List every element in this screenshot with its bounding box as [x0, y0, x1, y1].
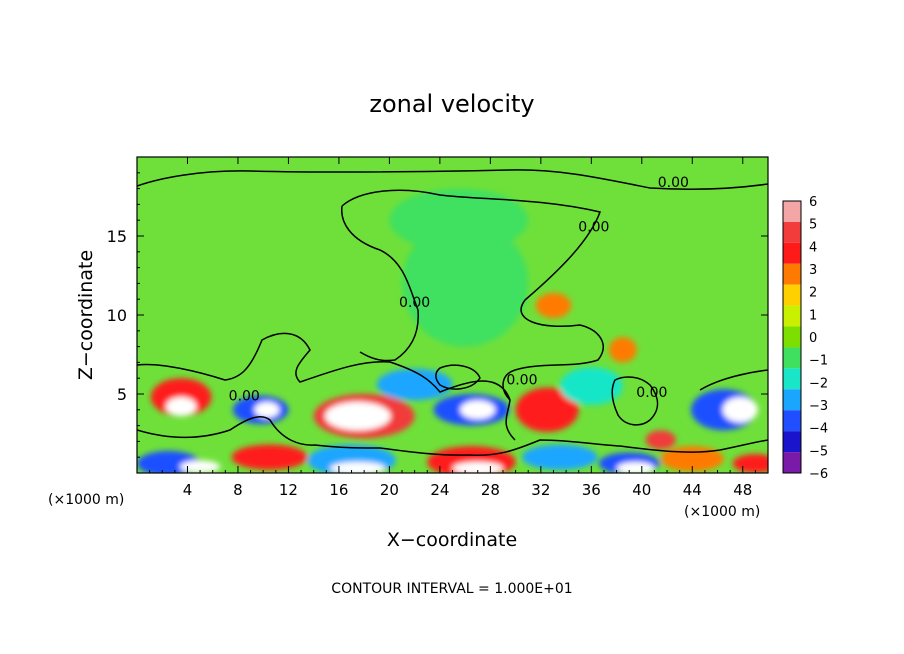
field-blob: [325, 401, 391, 431]
y-axis: 5 10 15: [107, 172, 768, 458]
y-tick-label: 10: [107, 306, 127, 325]
field-blob: [616, 461, 655, 473]
colorbar-swatch: [783, 305, 801, 327]
colorbar-swatch: [783, 368, 801, 390]
contour-label: 0.00: [399, 295, 430, 311]
field-blob: [515, 387, 579, 432]
x-axis: 4 8 12 16 20 24 28 32 36 40 44 48: [149, 157, 756, 499]
x-tick-label: 28: [481, 481, 500, 499]
field-blob: [722, 397, 758, 423]
contour-label: 0.00: [506, 373, 537, 389]
zero-contour-line: [341, 189, 604, 401]
field-blob: [402, 220, 529, 347]
colorbar-label: −5: [809, 444, 828, 459]
zero-contour-line: [699, 369, 768, 391]
colorbar-label: −4: [809, 422, 828, 437]
colorbar-label: 5: [809, 218, 817, 233]
colorbar-label: −2: [809, 376, 828, 391]
x-tick-label: 24: [430, 481, 449, 499]
colorbar-swatch: [783, 410, 801, 432]
colorbar-label: 1: [809, 308, 817, 323]
field-blob: [645, 430, 676, 450]
plot-area: 0.00 0.00 0.00 0.00 0.00 0.00: [136, 156, 769, 474]
colorbar-swatch: [783, 431, 801, 453]
field-blob: [608, 337, 637, 363]
field-blob: [179, 460, 221, 473]
colorbar-swatch: [783, 284, 801, 306]
field-blob: [330, 461, 386, 473]
zero-contour-line: [137, 416, 768, 457]
zero-contour-line: [137, 169, 768, 190]
x-tick-label: 20: [380, 481, 399, 499]
x-tick-label: 32: [531, 481, 550, 499]
x-axis-label: X−coordinate: [387, 529, 517, 551]
colorbar-label: 4: [809, 240, 817, 255]
colorbar-swatch: [783, 326, 801, 348]
contour-label: 0.00: [636, 385, 667, 401]
x-tick-label: 12: [279, 481, 298, 499]
contour-interval-note: CONTOUR INTERVAL = 1.000E+01: [331, 581, 572, 597]
colorbar-label: −1: [809, 354, 828, 369]
field-blob: [732, 454, 768, 473]
colorbar-label: 3: [809, 263, 817, 278]
colorbar-swatch: [783, 263, 801, 285]
colorbar-swatch: [783, 242, 801, 264]
colorbar-swatch: [783, 389, 801, 411]
x-tick-label: 4: [183, 481, 193, 499]
field-blob: [535, 292, 572, 319]
x-tick-label: 8: [233, 481, 243, 499]
colorbar-label: 0: [809, 331, 817, 346]
colorbar-swatch: [783, 201, 801, 222]
x-unit-label-left: (×1000 m): [48, 492, 124, 508]
x-unit-label-right: (×1000 m): [684, 504, 760, 520]
contour-label: 0.00: [658, 175, 689, 191]
colorbar-label: 6: [809, 195, 817, 210]
field-blob: [166, 397, 197, 417]
zero-contour-line: [435, 364, 481, 390]
chart-title: zonal velocity: [369, 90, 534, 118]
zero-contour-line: [137, 332, 516, 441]
colorbar-swatch: [783, 347, 801, 369]
field-blob: [521, 444, 598, 470]
zero-contour-line: [611, 376, 659, 426]
field-blob: [559, 367, 623, 406]
colorbar-label: −3: [809, 399, 828, 414]
x-tick-label: 16: [329, 481, 348, 499]
field-blob: [376, 368, 453, 401]
field-blob: [389, 188, 529, 252]
x-tick-label: 36: [582, 481, 601, 499]
y-tick-label: 15: [107, 227, 127, 246]
field-blob: [231, 444, 308, 470]
colorbar-swatch: [783, 221, 801, 243]
x-tick-label: 44: [683, 481, 702, 499]
colorbar-frame: [782, 200, 802, 474]
field-blob: [254, 401, 280, 418]
field-blob: [460, 400, 496, 420]
colorbar-label: −6: [809, 467, 828, 482]
zero-contour-line: [341, 205, 419, 362]
contour-label: 0.00: [229, 388, 260, 404]
colorbar: 6 5 4 3 2 1 0 −1 −2 −3 −4 −5 −6: [782, 195, 828, 482]
colorbar-label: 2: [809, 286, 817, 301]
y-axis-label: Z−coordinate: [75, 250, 97, 380]
x-tick-label: 40: [632, 481, 651, 499]
colorbar-swatch: [783, 452, 801, 473]
contour-label: 0.00: [578, 219, 609, 235]
y-tick-label: 5: [117, 385, 127, 404]
x-tick-label: 48: [733, 481, 752, 499]
